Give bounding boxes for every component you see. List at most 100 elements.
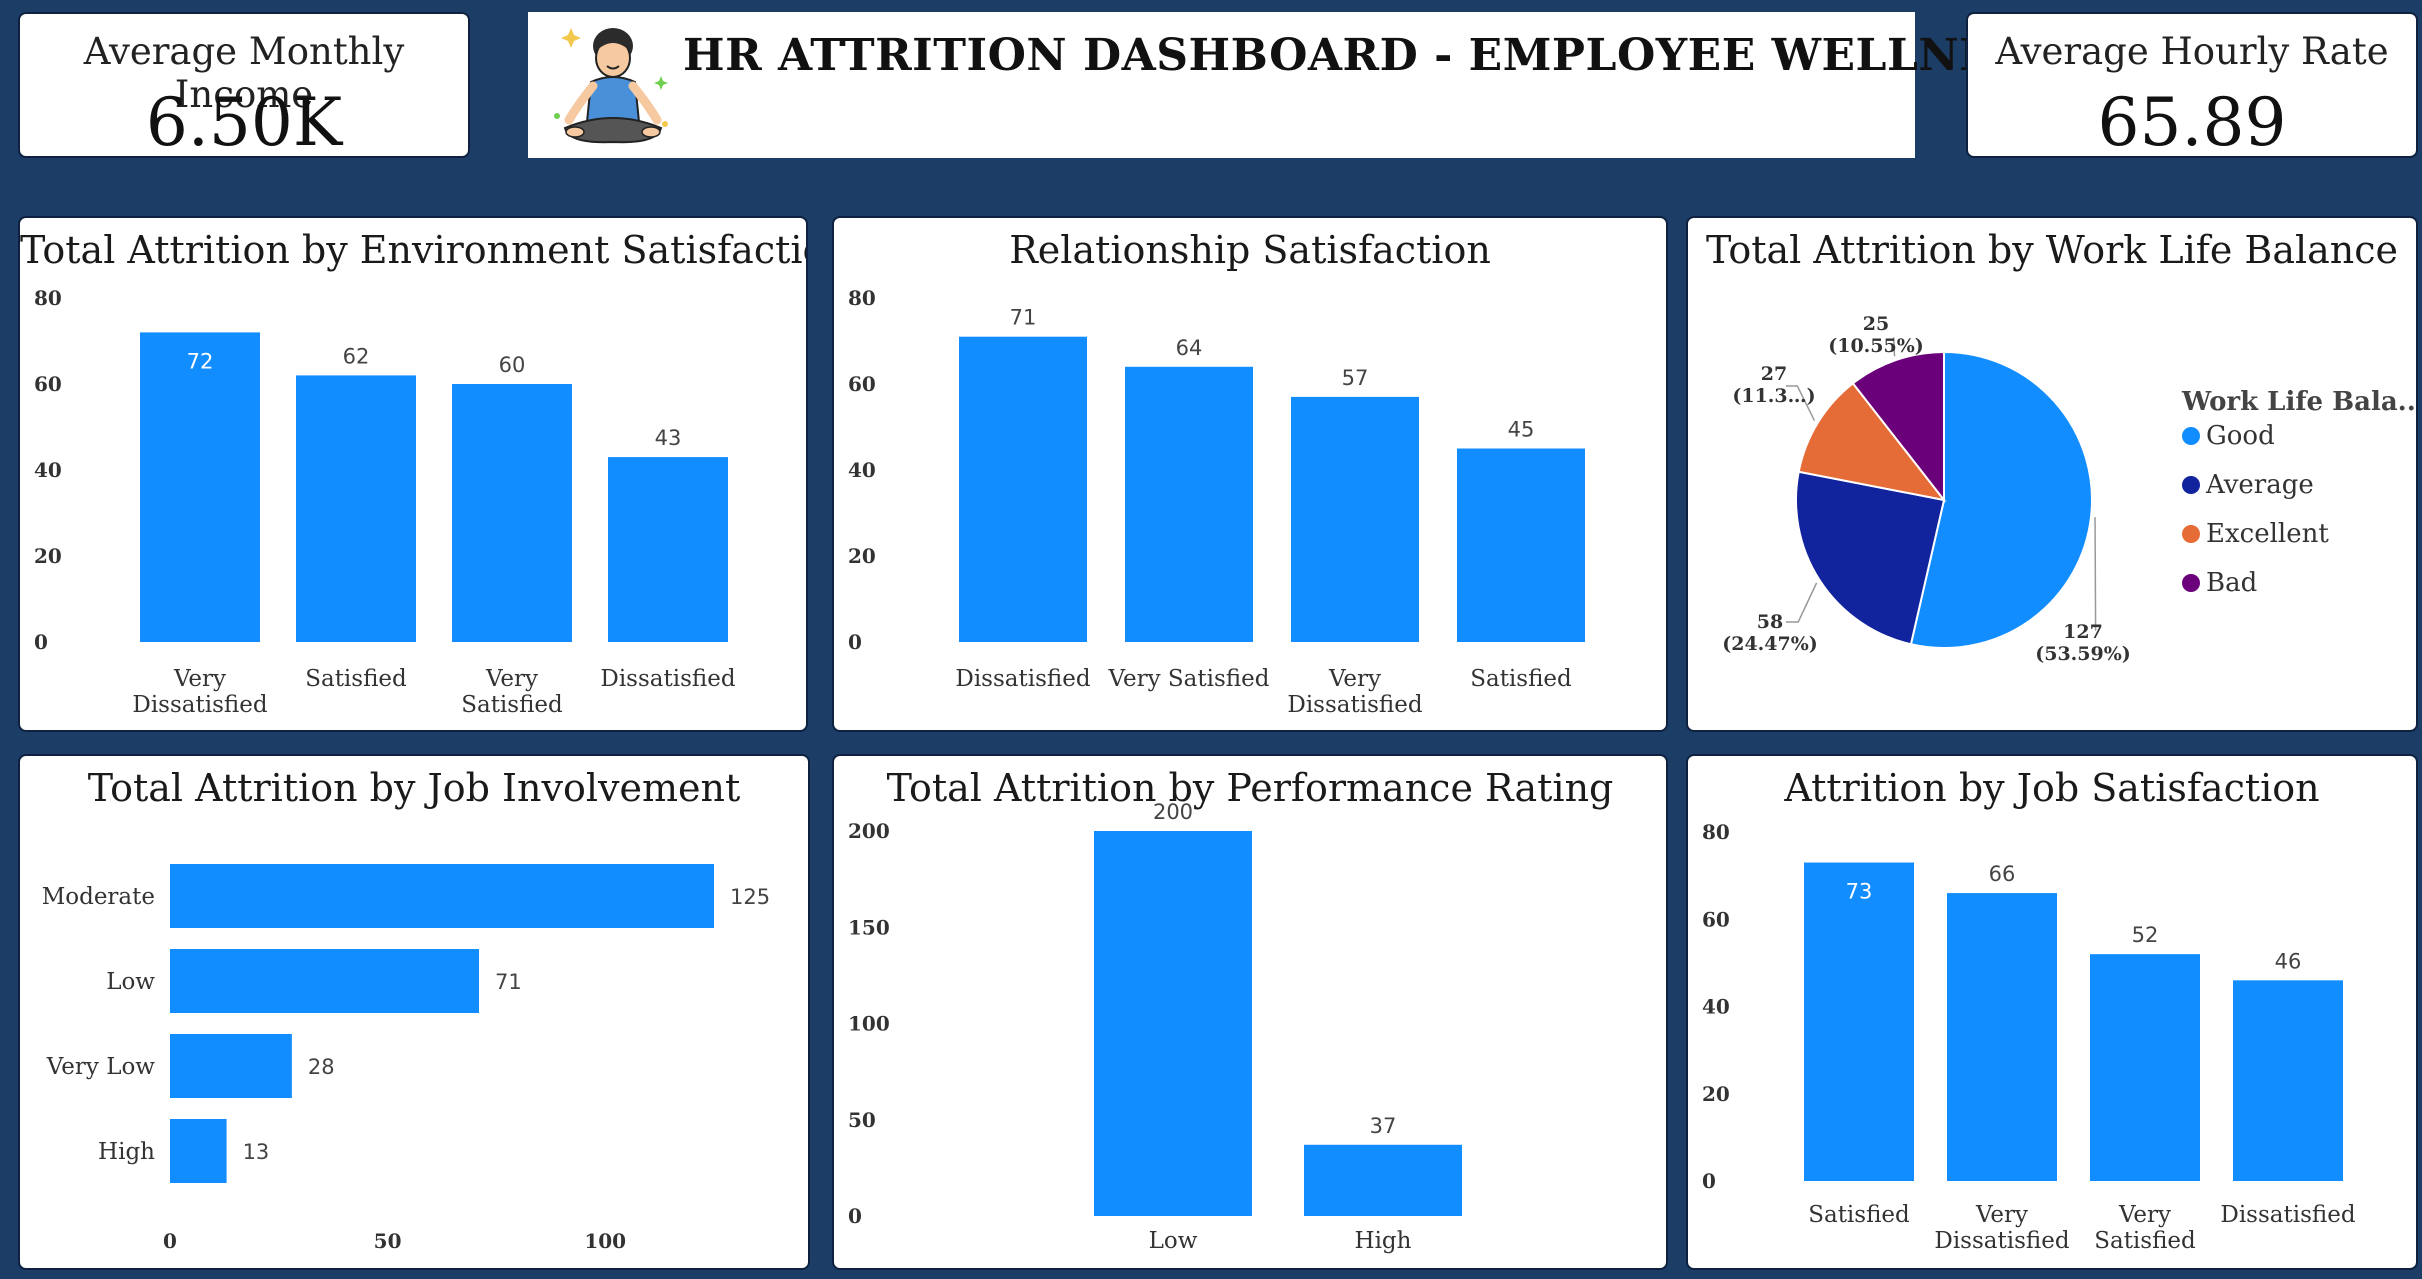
bar bbox=[1291, 396, 1419, 642]
legend-title: Work Life Bala... bbox=[2181, 387, 2418, 417]
data-label: 45 bbox=[1508, 418, 1535, 442]
data-label: 72 bbox=[187, 349, 214, 373]
y-tick-label: 80 bbox=[848, 286, 876, 310]
y-tick-label: 80 bbox=[34, 286, 62, 310]
data-label: 60 bbox=[499, 353, 526, 377]
y-tick-label: 0 bbox=[1702, 1169, 1716, 1193]
y-tick-label: 40 bbox=[848, 458, 876, 482]
data-label: 52 bbox=[2132, 923, 2159, 947]
data-label: 57 bbox=[1342, 366, 1369, 390]
bar bbox=[170, 949, 479, 1013]
y-tick-label: 20 bbox=[1702, 1082, 1730, 1106]
legend-item: Good bbox=[2206, 421, 2275, 451]
pie-data-label: 27 (11.3…) bbox=[1732, 363, 1815, 407]
legend-item: Excellent bbox=[2206, 519, 2329, 549]
data-label: 200 bbox=[1153, 800, 1193, 824]
kpi-card-monthly-income: Average Monthly Income 6.50K bbox=[18, 12, 470, 158]
bar bbox=[959, 336, 1087, 642]
bar bbox=[1457, 448, 1585, 642]
y-tick-label: 0 bbox=[34, 630, 48, 654]
bar bbox=[1094, 831, 1252, 1216]
bar bbox=[1304, 1144, 1462, 1216]
bar bbox=[296, 375, 416, 642]
performance-rating-chart: 0 50 100 150 200 200 Low 37 High bbox=[848, 800, 1462, 1254]
kpi-value: 65.89 bbox=[2097, 84, 2287, 158]
y-tick-label: 20 bbox=[34, 544, 62, 568]
category-label: High bbox=[98, 1139, 155, 1165]
data-label: 125 bbox=[730, 885, 770, 909]
kpi-title: Average Monthly Income bbox=[83, 30, 405, 116]
legend-swatch bbox=[2182, 476, 2200, 494]
category-label: Low bbox=[1149, 1228, 1198, 1254]
leader-line bbox=[1786, 582, 1818, 623]
data-label: 46 bbox=[2275, 949, 2302, 973]
category-label: Very Low bbox=[46, 1054, 156, 1080]
category-label: High bbox=[1355, 1228, 1412, 1254]
data-label: 62 bbox=[343, 344, 370, 368]
panel-title: Total Attrition by Performance Rating bbox=[886, 766, 1614, 810]
bar bbox=[1125, 366, 1253, 642]
bar bbox=[452, 384, 572, 642]
panel-work-life-balance: Total Attrition by Work Life Balance 127… bbox=[1686, 216, 2418, 732]
y-tick-label: 150 bbox=[848, 915, 890, 939]
data-label: 37 bbox=[1370, 1114, 1397, 1138]
category-label: Satisfied bbox=[1808, 1202, 1910, 1228]
bar bbox=[2090, 954, 2200, 1181]
y-tick-label: 0 bbox=[848, 630, 862, 654]
x-tick-label: 0 bbox=[163, 1229, 177, 1253]
panel-title: Attrition by Job Satisfaction bbox=[1784, 766, 2320, 810]
category-label: Dissatisfied bbox=[2220, 1202, 2355, 1228]
leader-line bbox=[1892, 337, 1896, 357]
category-label: Dissatisfied bbox=[955, 666, 1090, 692]
data-label: 71 bbox=[1010, 306, 1037, 330]
bar bbox=[170, 864, 714, 928]
data-label: 71 bbox=[495, 970, 522, 994]
data-label: 73 bbox=[1846, 880, 1873, 904]
x-tick-label: 50 bbox=[374, 1229, 402, 1253]
panel-title: Total Attrition by Environment Satisfact… bbox=[20, 228, 808, 272]
y-tick-label: 80 bbox=[1702, 820, 1730, 844]
panel-title: Total Attrition by Work Life Balance bbox=[1705, 228, 2399, 272]
kpi-card-hourly-rate: Average Hourly Rate 65.89 bbox=[1966, 12, 2418, 158]
bar bbox=[608, 457, 728, 642]
x-tick-label: 100 bbox=[584, 1229, 626, 1253]
pie-slice bbox=[1909, 350, 2093, 649]
job-involvement-chart: 125 Moderate 71 Low 28 Very Low 13 High 0 50 100 bbox=[42, 864, 770, 1253]
panel-performance-rating: Total Attrition by Performance Rating 0 5… bbox=[832, 754, 1668, 1270]
bar bbox=[1804, 862, 1914, 1181]
category-label: Very Satisfied bbox=[2094, 1202, 2196, 1254]
leader-line bbox=[1786, 385, 1816, 421]
category-label: Very Satisfied bbox=[1108, 666, 1270, 692]
dashboard-banner: HR ATTRITION DASHBOARD - EMPLOYEE WELLNE… bbox=[528, 12, 2056, 158]
kpi-value: 6.50K bbox=[145, 84, 343, 158]
data-label: 13 bbox=[243, 1140, 270, 1164]
panel-job-satisfaction: Attrition by Job Satisfaction 0 20 40 60 80 7… bbox=[1686, 754, 2418, 1270]
pie-slice bbox=[1797, 381, 1947, 502]
panel-relationship-satisfaction: Relationship Satisfaction 0 20 40 60 80 71 Dis… bbox=[832, 216, 1668, 732]
leader-line bbox=[2094, 517, 2097, 631]
category-label: Satisfied bbox=[305, 666, 407, 692]
y-tick-label: 60 bbox=[848, 372, 876, 396]
data-label: 64 bbox=[1176, 336, 1203, 360]
meditating-person-icon bbox=[554, 28, 668, 144]
y-tick-label: 0 bbox=[848, 1204, 862, 1228]
pie-slice bbox=[1851, 350, 1945, 503]
y-tick-label: 40 bbox=[1702, 995, 1730, 1019]
pie-slice bbox=[1795, 470, 1946, 646]
data-label: 43 bbox=[655, 426, 682, 450]
legend-item: Bad bbox=[2206, 568, 2257, 598]
bar bbox=[170, 1119, 227, 1183]
data-label: 28 bbox=[308, 1055, 335, 1079]
bar bbox=[140, 332, 260, 642]
bar bbox=[1947, 893, 2057, 1181]
work-life-balance-chart: 127 (53.59%) 58 (24.47%) 27 (11.3…) 25 (10.55%)… bbox=[1722, 313, 2418, 665]
bar bbox=[170, 1034, 292, 1098]
panel-title: Total Attrition by Job Involvement bbox=[87, 766, 741, 810]
legend-item: Average bbox=[2205, 470, 2314, 500]
category-label: Very Satisfied bbox=[461, 666, 563, 718]
y-tick-label: 60 bbox=[1702, 907, 1730, 931]
y-tick-label: 100 bbox=[848, 1012, 890, 1036]
category-label: Dissatisfied bbox=[600, 666, 735, 692]
category-label: Low bbox=[106, 969, 155, 995]
category-label: Very Dissatisfied bbox=[1287, 666, 1422, 718]
